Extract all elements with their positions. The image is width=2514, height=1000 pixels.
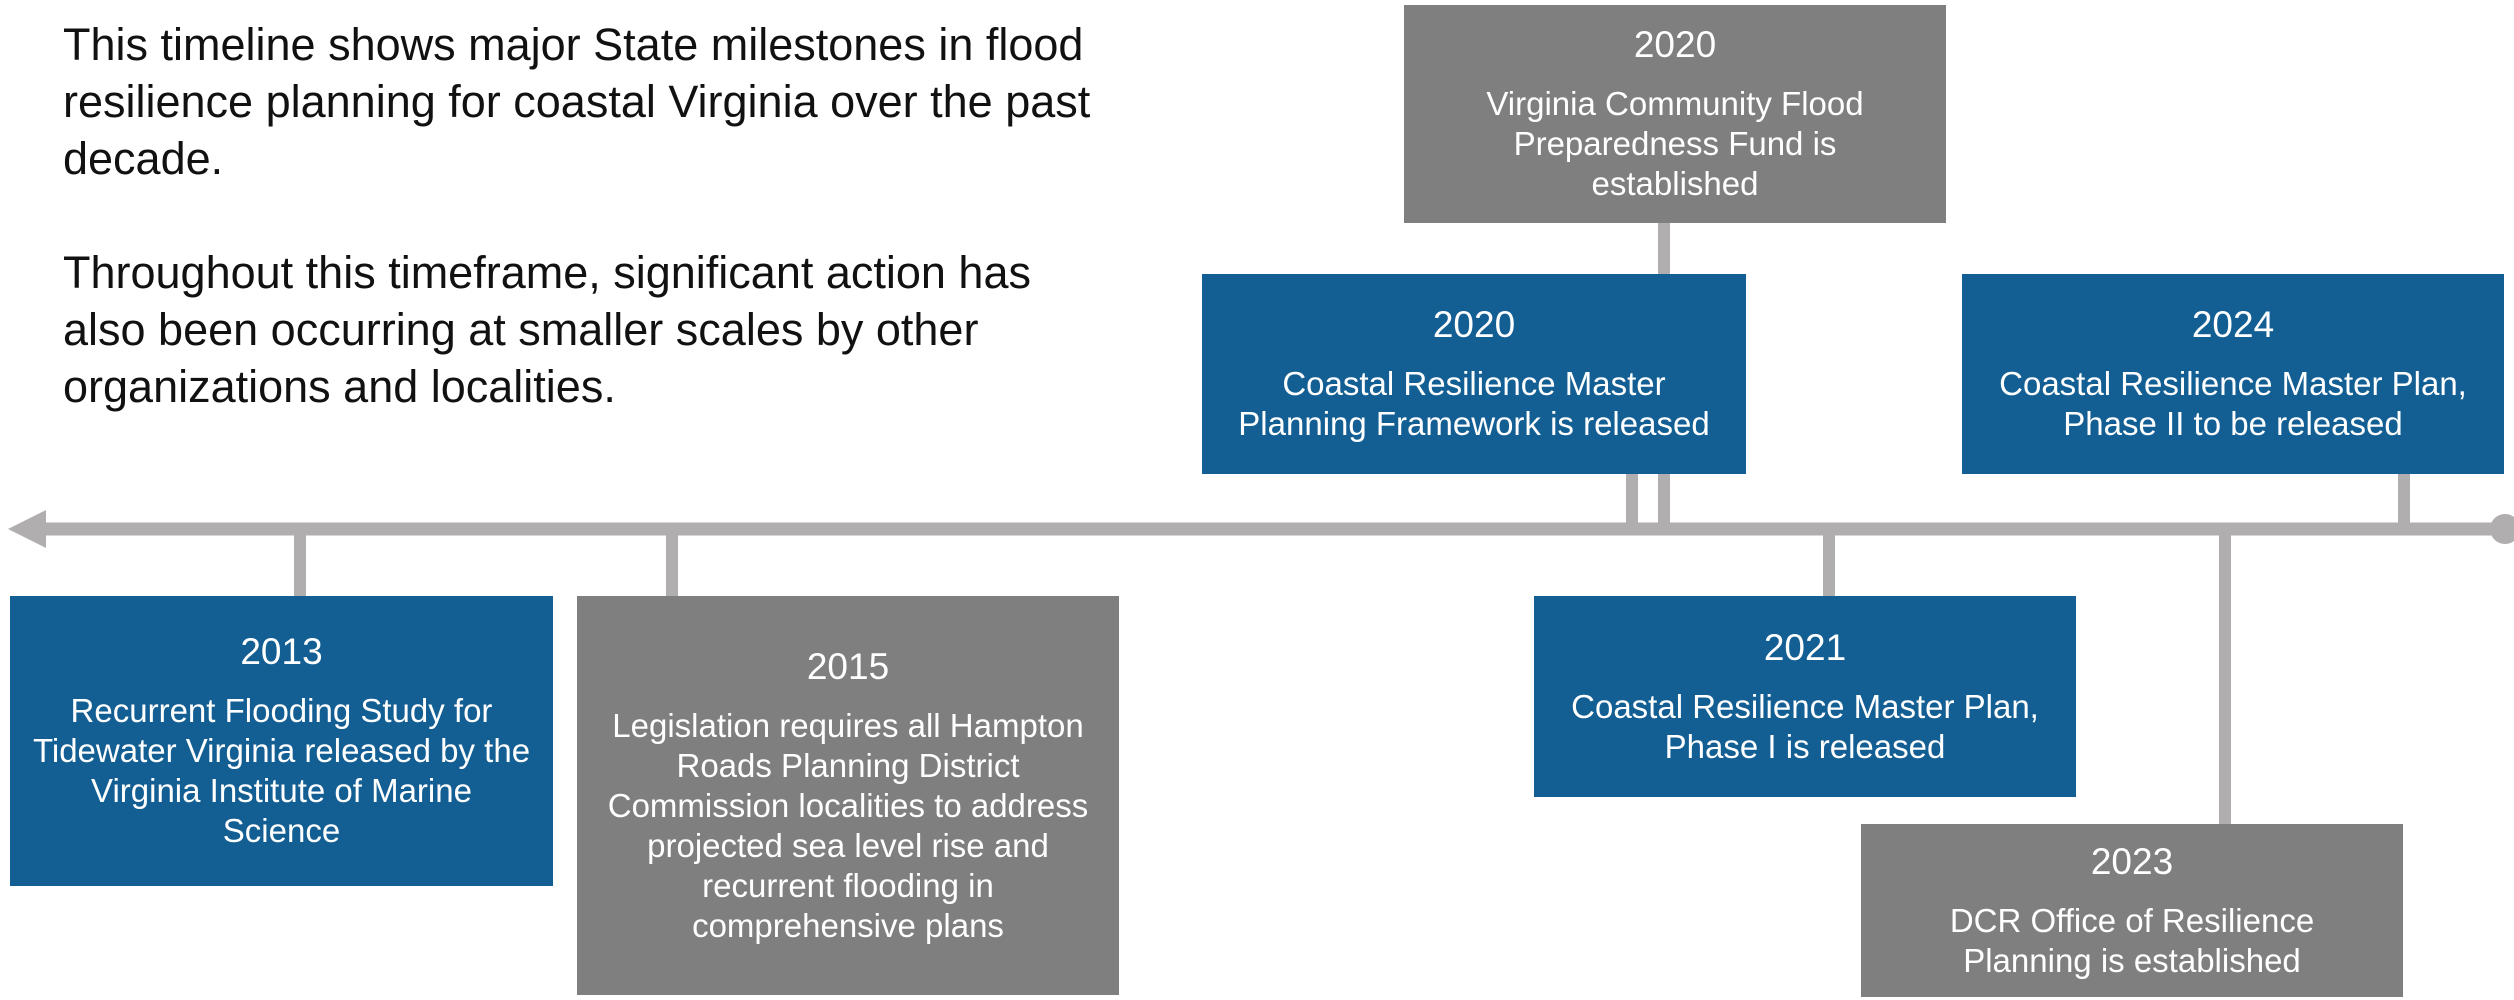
milestone-box: 2021 Coastal Resilience Master Plan, Phas… [1534,596,2076,797]
milestone-text: Coastal Resilience Master Plan, Phase II… [1999,365,2467,442]
milestone-text: DCR Office of Resilience Planning is est… [1949,901,2315,979]
milestone-text: Virginia Community Flood Preparedness Fu… [1486,85,1864,202]
milestone-box: 2013 Recurrent Flooding Study for Tidewat… [10,596,553,886]
intro-paragraph: Throughout this timeframe, significant a… [63,247,1031,412]
milestone-year: 2020 [1432,304,1516,345]
milestone-year: 2013 [240,631,323,672]
milestone-box: 2020 Coastal Resilience Master Planning F… [1202,274,1746,474]
milestone-text: Coastal Resilience Master Plan, Phase I … [1571,687,2039,765]
milestone-text: Coastal Resilience Master Planning Frame… [1238,365,1710,442]
milestone-year: 2015 [806,645,890,687]
milestone-box: 2015 Legislation requires all Hampton Roa… [577,596,1119,995]
milestone-box: 2024 Coastal Resilience Master Plan, Phas… [1962,274,2504,474]
milestone-year: 2020 [1633,24,1717,65]
milestone-year: 2024 [2191,304,2275,345]
axis-end [2490,514,2514,544]
milestone-text: Recurrent Flooding Study for Tidewater V… [32,692,531,849]
milestone-text: Legislation requires all Hampton Roads P… [607,706,1089,944]
milestone-year: 2023 [2090,840,2174,882]
intro-paragraph: This timeline shows major State mileston… [63,19,1091,184]
milestone-year: 2021 [1763,626,1847,668]
axis-arrow [8,510,46,548]
milestone-box: 2023 DCR Office of Resilience Planning is… [1861,824,2403,997]
milestone-box: 2020 Virginia Community Flood Preparednes… [1404,5,1946,223]
